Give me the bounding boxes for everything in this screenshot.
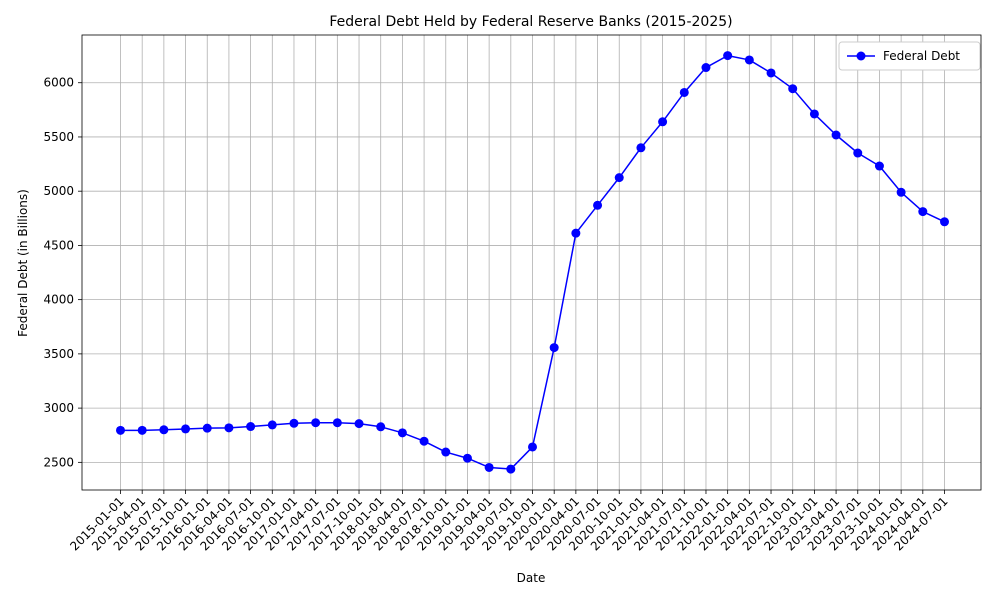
data-point xyxy=(267,420,277,430)
data-point xyxy=(701,63,711,73)
data-point xyxy=(723,51,733,61)
data-point xyxy=(831,130,841,140)
data-point xyxy=(918,207,928,217)
series-layer xyxy=(116,51,949,474)
grid-lines xyxy=(82,35,981,490)
data-point xyxy=(528,442,537,452)
data-point xyxy=(311,418,321,428)
y-tick-label: 4000 xyxy=(43,293,74,307)
legend-box xyxy=(838,41,981,71)
data-point xyxy=(246,422,256,432)
data-point xyxy=(159,425,169,435)
data-point xyxy=(462,453,472,463)
data-point xyxy=(289,418,299,428)
data-point xyxy=(506,464,516,474)
legend-label: Federal Debt xyxy=(883,49,960,63)
data-point xyxy=(181,424,191,434)
y-ticks: 2500 3000 3500 4000 4500 5000 5500 6000 xyxy=(43,76,82,469)
data-point xyxy=(744,55,754,65)
y-tick-label: 3500 xyxy=(43,347,74,361)
data-point xyxy=(788,84,798,94)
y-tick-label: 3000 xyxy=(43,401,74,415)
data-point xyxy=(896,187,906,197)
chart-title: Federal Debt Held by Federal Reserve Ban… xyxy=(329,14,732,30)
data-point xyxy=(766,68,776,78)
data-point xyxy=(679,87,689,97)
y-tick-label: 6000 xyxy=(43,76,74,90)
data-point xyxy=(809,109,819,119)
data-point xyxy=(484,462,494,472)
data-point xyxy=(593,200,603,210)
data-point xyxy=(549,343,559,353)
data-point xyxy=(397,428,407,438)
y-tick-label: 5500 xyxy=(43,130,74,144)
legend-point-marker xyxy=(856,51,866,61)
data-point xyxy=(614,173,624,183)
data-point xyxy=(658,117,668,127)
data-point xyxy=(571,228,581,238)
data-point xyxy=(636,143,646,153)
data-point xyxy=(441,447,451,457)
y-tick-label: 5000 xyxy=(43,184,74,198)
data-point xyxy=(853,148,863,158)
x-axis-label: Date xyxy=(517,571,546,585)
data-point xyxy=(376,422,386,432)
data-point xyxy=(419,436,429,446)
plot-frame xyxy=(81,34,982,491)
axes-frame xyxy=(81,34,982,491)
legend: Federal Debt xyxy=(838,41,981,71)
y-tick-label: 4500 xyxy=(43,238,74,252)
y-tick-label: 2500 xyxy=(43,455,74,469)
x-ticks: 2015-01-012015-04-012015-07-012015-10-01… xyxy=(67,490,951,553)
data-point xyxy=(137,425,147,435)
data-point xyxy=(202,423,212,433)
data-point xyxy=(116,425,125,435)
data-point xyxy=(224,423,234,433)
y-axis-label: Federal Debt (in Billions) xyxy=(16,189,30,337)
data-point xyxy=(332,418,342,428)
data-point xyxy=(940,217,949,227)
data-point xyxy=(354,419,364,429)
data-point xyxy=(874,161,884,171)
